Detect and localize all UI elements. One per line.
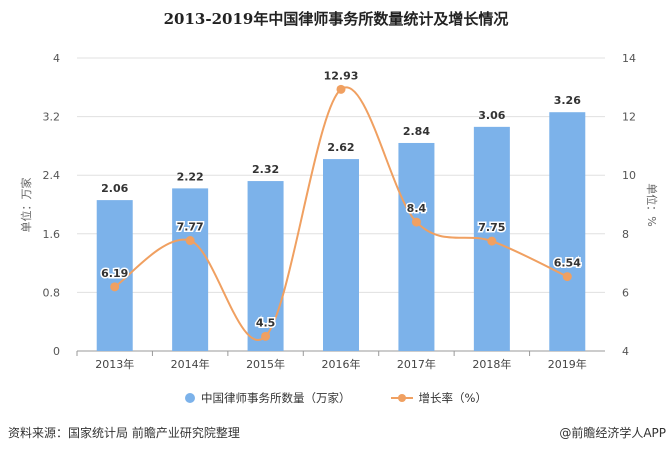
legend: 中国律师事务所数量（万家） 增长率（%） (0, 390, 672, 406)
bar-value-label: 2.32 (252, 163, 279, 176)
line-value-label: 8.4 (407, 202, 427, 215)
y-left-axis-label: 单位：万家 (19, 178, 33, 233)
combo-chart: 0 0.8 1.6 2.4 3.2 4 4 6 8 10 12 14 单位：万家 单位：% 2013年 2.0… (19, 52, 659, 371)
y-right-tick-label: 8 (622, 228, 629, 241)
line-value-label: 6.54 (554, 257, 581, 270)
y-right-tick-label: 6 (622, 286, 629, 299)
line-point (336, 84, 346, 94)
line-point (487, 236, 497, 246)
bar-value-label: 3.06 (478, 109, 505, 122)
legend-item-count[interactable]: 中国律师事务所数量（万家） (185, 390, 351, 406)
y-right-tick-label: 10 (622, 169, 636, 182)
bar (549, 112, 586, 351)
line-point (185, 236, 195, 246)
y-left-tick-label: 3.2 (43, 111, 61, 124)
source-note: 资料来源：国家统计局 前瞻产业研究院整理 (8, 426, 240, 440)
line-value-label: 12.93 (324, 69, 359, 82)
x-tick-label: 2017年 (397, 357, 436, 371)
y-right-axis-label: 单位：% (645, 183, 659, 226)
bar-value-label: 2.84 (403, 125, 430, 138)
line-value-label: 6.19 (101, 267, 128, 280)
x-tick-label: 2013年 (95, 357, 134, 371)
bar-value-label: 3.26 (554, 94, 581, 107)
line-value-label: 7.75 (478, 221, 505, 234)
bar (172, 188, 209, 351)
line-point (110, 282, 120, 292)
legend-line-swatch (390, 394, 413, 402)
line-point (261, 331, 271, 341)
y-right-tick-label: 14 (622, 52, 636, 65)
line-point (411, 217, 421, 227)
y-left-tick-label: 1.6 (43, 228, 61, 241)
line-value-label: 4.5 (256, 316, 276, 329)
y-right-tick-label: 4 (622, 345, 629, 358)
credit: @前瞻经济学人APP (559, 426, 666, 440)
growth-rate-line (114, 86, 568, 341)
bar-value-label: 2.22 (177, 170, 204, 183)
line-value-label: 7.77 (177, 221, 204, 234)
x-tick-label: 2016年 (322, 357, 361, 371)
y-left-tick-label: 2.4 (43, 169, 61, 182)
line-point (562, 272, 572, 282)
bar-value-label: 2.62 (327, 141, 354, 154)
bar (247, 181, 284, 351)
x-tick-label: 2019年 (548, 357, 587, 371)
bar-value-label: 2.06 (101, 182, 128, 195)
y-right-tick-label: 12 (622, 111, 636, 124)
legend-bar-swatch (185, 393, 196, 403)
y-left-tick-label: 0.8 (43, 286, 61, 299)
y-left-tick-label: 0 (53, 345, 60, 358)
bar (398, 142, 435, 351)
chart-title: 2013-2019年中国律师事务所数量统计及增长情况 (163, 10, 509, 28)
bar (323, 159, 359, 351)
x-tick-label: 2018年 (472, 357, 511, 371)
x-tick-label: 2014年 (171, 357, 210, 371)
y-left-tick-label: 4 (53, 52, 60, 65)
x-tick-label: 2015年 (246, 357, 285, 371)
legend-item-rate[interactable]: 增长率（%） (390, 390, 487, 406)
